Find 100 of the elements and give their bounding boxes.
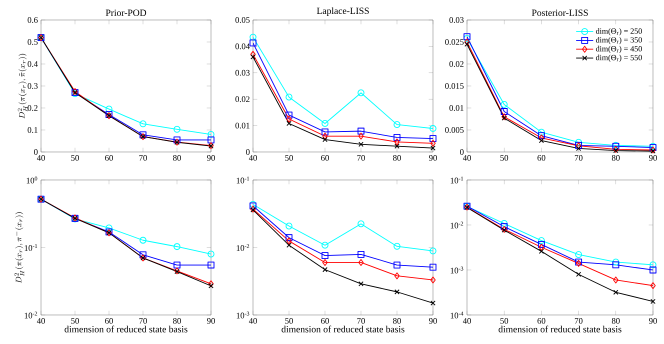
point: [502, 113, 507, 120]
point: [174, 126, 180, 133]
y-tick-label: 0: [246, 149, 250, 155]
point: [430, 145, 436, 151]
point: [358, 142, 364, 147]
y-axis-title: $D^2_H(\pi(x_r), \pi^{-}(x_r))$: [14, 212, 24, 284]
point: [394, 144, 400, 149]
x-tick-label: 50: [285, 318, 293, 324]
point: [430, 300, 436, 306]
y-axis-title: $D^2_H(\pi(x_r), \tilde{\pi}(x_r))$: [18, 54, 28, 118]
y-tick-label: 0.6: [28, 17, 38, 23]
point: [538, 237, 545, 244]
x-tick-label: 70: [574, 318, 583, 324]
point: [358, 89, 364, 96]
x-tick-label: 80: [173, 155, 181, 161]
legend-label: dim(Θ$_{r}$) = 450: [596, 46, 642, 54]
x-tick-label: 60: [321, 155, 329, 161]
point: [576, 272, 582, 277]
legend-label: dim(Θ$_{r}$) = 350: [596, 36, 642, 44]
y-tick-label: 10$^{-1}$: [24, 244, 38, 251]
point: [538, 128, 545, 136]
point: [286, 112, 292, 118]
y-tick-label: 0.02: [449, 61, 464, 67]
y-tick-label: 0.01: [235, 122, 250, 128]
point: [286, 94, 292, 101]
point: [394, 262, 400, 268]
x-tick-label: 60: [538, 318, 546, 324]
point: [613, 146, 618, 153]
y-tick-label: 0.015: [445, 83, 464, 89]
x-tick-label: 90: [429, 318, 437, 324]
point: [430, 264, 436, 271]
point: [208, 283, 214, 288]
y-tick-label: 0.03: [449, 17, 464, 23]
point: [464, 42, 470, 47]
point: [250, 40, 256, 46]
point: [464, 38, 470, 46]
point: [322, 242, 328, 249]
point: [322, 267, 328, 272]
y-tick-label: 0.01: [449, 105, 464, 111]
x-tick-label: 40: [462, 318, 471, 324]
x-axis-title: dimension of reduced state basis: [498, 326, 622, 332]
y-tick-label: 10$^{-3}$: [450, 266, 464, 274]
y-tick-label: 0.03: [235, 70, 250, 76]
point: [650, 298, 656, 304]
point: [576, 146, 582, 152]
point: [394, 121, 400, 128]
x-tick-label: 70: [357, 155, 365, 161]
point: [575, 138, 582, 146]
y-tick-label: 0.3: [28, 83, 38, 89]
x-axis-title: dimension of reduced state basis: [282, 326, 404, 332]
x-tick-label: 60: [105, 155, 113, 161]
point: [502, 116, 507, 121]
point: [286, 234, 292, 242]
y-tick-label: 0.2: [28, 105, 38, 111]
point: [394, 272, 400, 280]
point: [500, 101, 508, 108]
chart-title: Laplace-LISS: [316, 7, 369, 16]
chart-title: Prior-POD: [106, 10, 146, 16]
chart-title: Posterior-LISS: [532, 10, 588, 16]
y-tick-label: 10$^{-2}$: [450, 222, 464, 228]
x-tick-label: 60: [538, 155, 546, 161]
x-tick-label: 80: [612, 155, 620, 161]
x-tick-label: 50: [500, 155, 508, 161]
point: [612, 258, 620, 266]
point: [358, 281, 364, 286]
point: [208, 136, 214, 144]
point: [538, 248, 544, 254]
y-tick-label: 0.05: [235, 17, 250, 23]
y-tick-label: 0.025: [445, 39, 464, 45]
point: [650, 266, 656, 274]
x-tick-label: 40: [462, 155, 471, 161]
x-tick-label: 50: [71, 318, 79, 324]
point: [613, 290, 618, 295]
y-tick-label: 0.02: [235, 96, 250, 102]
point: [250, 34, 256, 41]
x-tick-label: 80: [393, 155, 401, 161]
point: [538, 138, 544, 144]
point: [322, 120, 328, 127]
x-tick-label: 80: [173, 318, 181, 324]
y-tick-label: 0.005: [445, 127, 464, 133]
point: [538, 240, 545, 248]
point: [140, 236, 146, 244]
point: [208, 262, 214, 268]
point: [430, 140, 436, 147]
x-tick-label: 90: [649, 155, 657, 161]
point: [106, 106, 112, 113]
x-tick-label: 60: [105, 318, 113, 324]
point: [358, 259, 364, 266]
x-tick-label: 60: [321, 318, 329, 324]
x-tick-label: 40: [248, 155, 257, 161]
point: [430, 247, 436, 254]
y-tick-label: 0.4: [28, 61, 38, 67]
x-tick-label: 40: [36, 155, 45, 161]
x-tick-label: 40: [36, 318, 45, 324]
y-tick-label: 0.5: [28, 39, 38, 45]
point: [358, 250, 364, 258]
point: [208, 280, 214, 288]
point: [250, 54, 256, 60]
x-tick-label: 70: [139, 155, 147, 161]
legend-label: dim(Θ$_{r}$) = 250: [596, 28, 642, 36]
